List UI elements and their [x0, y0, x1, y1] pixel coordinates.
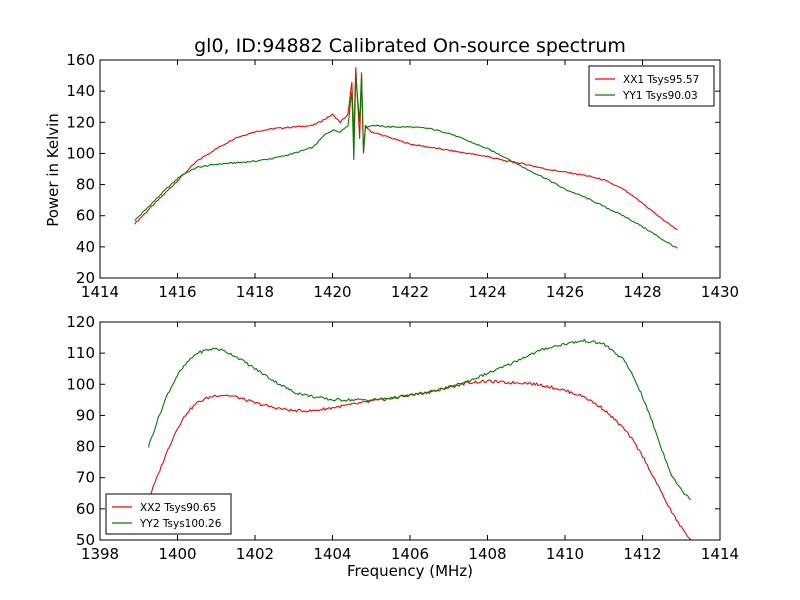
x-tick-label: 1416	[158, 283, 196, 301]
legend-label: XX2 Tsys90.65	[140, 502, 216, 514]
series-line-yy1	[134, 72, 678, 249]
legend-box	[105, 493, 232, 535]
x-tick-label: 1398	[81, 545, 119, 563]
y-tick-label: 40	[76, 238, 95, 256]
y-tick-label: 80	[76, 438, 95, 456]
x-tick-label: 1428	[623, 283, 661, 301]
legend-box	[588, 65, 715, 107]
series-line-yy2	[147, 338, 692, 501]
y-tick-label: 90	[76, 406, 95, 424]
x-tick-label: 1408	[468, 545, 506, 563]
top-ticks: 1414 1416 1418 1420 1422 1424 1426 1428 1430 20 40…	[66, 51, 739, 301]
top-series-lines	[134, 67, 678, 249]
legend-label: YY2 Tsys100.26	[139, 518, 222, 530]
x-tick-label: 1418	[236, 283, 274, 301]
bottom-series-lines	[147, 338, 692, 540]
y-tick-label: 100	[66, 144, 95, 162]
x-tick-label: 1420	[313, 283, 351, 301]
x-tick-label: 1414	[81, 283, 119, 301]
chart-title: gl0, ID:94882 Calibrated On-source spect…	[194, 35, 626, 57]
legend-label: XX1 Tsys95.57	[623, 74, 699, 86]
series-line-xx1	[134, 67, 678, 231]
y-tick-label: 110	[66, 344, 95, 362]
y-tick-label: 140	[66, 82, 95, 100]
y-tick-label: 60	[76, 207, 95, 225]
x-tick-label: 1414	[701, 545, 739, 563]
bottom-x-axis-label: Frequency (MHz)	[347, 562, 473, 580]
x-tick-label: 1426	[546, 283, 584, 301]
y-tick-label: 70	[76, 469, 95, 487]
x-tick-label: 1422	[391, 283, 429, 301]
bottom-subplot: 1398 1400 1402 1404 1406 1408 1410 1412 1414 50 60…	[66, 313, 739, 580]
x-tick-label: 1424	[468, 283, 506, 301]
y-tick-label: 80	[76, 176, 95, 194]
top-subplot: 1414 1416 1418 1420 1422 1424 1426 1428 1430 20 40…	[44, 51, 739, 301]
bottom-legend: XX2 Tsys90.65 YY2 Tsys100.26	[105, 493, 232, 535]
x-tick-label: 1404	[313, 545, 351, 563]
x-tick-label: 1400	[158, 545, 196, 563]
x-tick-label: 1406	[391, 545, 429, 563]
y-tick-label: 60	[76, 500, 95, 518]
x-tick-label: 1430	[701, 283, 739, 301]
top-y-axis-label: Power in Kelvin	[44, 113, 62, 227]
legend-label: YY1 Tsys90.03	[622, 90, 698, 102]
y-tick-label: 20	[76, 269, 95, 287]
y-tick-label: 50	[76, 531, 95, 549]
x-tick-label: 1402	[236, 545, 274, 563]
y-tick-label: 100	[66, 375, 95, 393]
y-tick-label: 160	[66, 51, 95, 69]
bottom-ticks: 1398 1400 1402 1404 1406 1408 1410 1412 1414 50 60…	[66, 313, 739, 563]
x-tick-label: 1412	[623, 545, 661, 563]
series-line-xx2	[147, 379, 692, 540]
y-tick-label: 120	[66, 313, 95, 331]
top-legend: XX1 Tsys95.57 YY1 Tsys90.03	[588, 65, 715, 107]
y-tick-label: 120	[66, 113, 95, 131]
x-tick-label: 1410	[546, 545, 584, 563]
